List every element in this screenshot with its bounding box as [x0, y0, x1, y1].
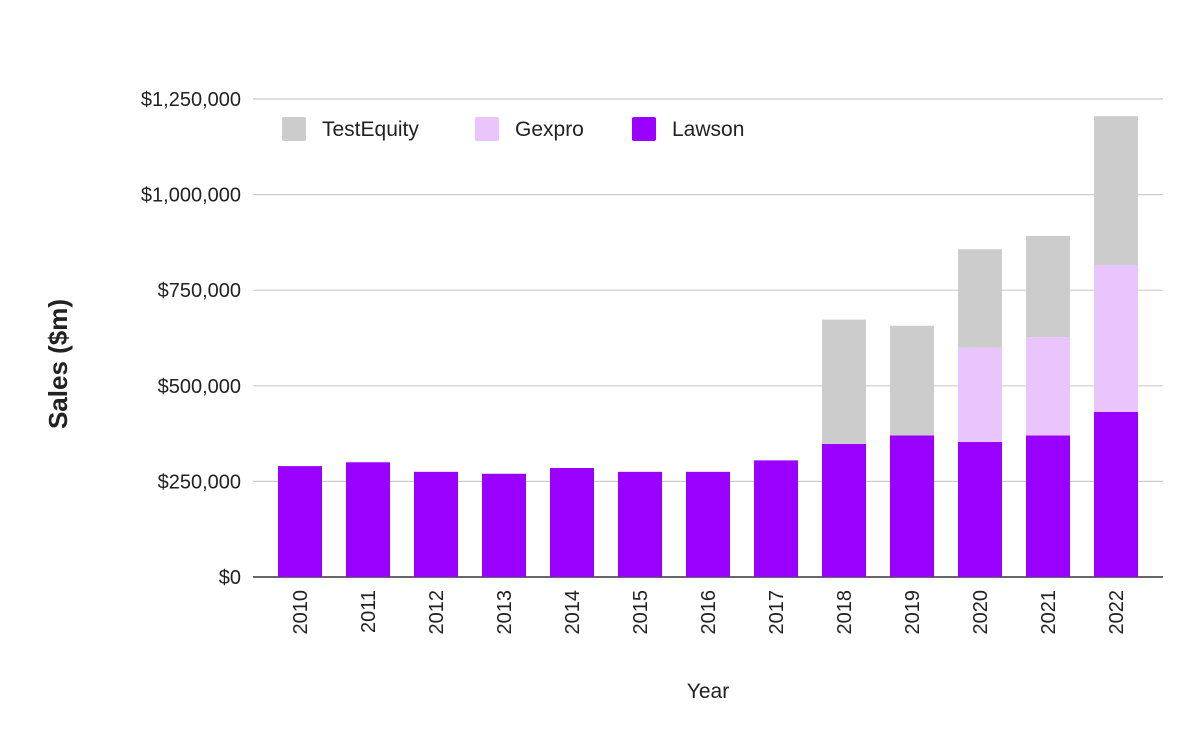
bar-testequity-2018	[822, 319, 866, 444]
bars	[278, 116, 1138, 577]
bar-lawson-2015	[618, 471, 662, 577]
y-tick-label: $750,000	[158, 280, 241, 302]
x-tick-label: 2020	[970, 590, 992, 635]
legend-swatch	[282, 117, 306, 141]
y-tick-label: $250,000	[158, 471, 241, 493]
x-tick-label: 2014	[562, 590, 584, 635]
y-tick-label: $0	[219, 567, 241, 589]
x-tick-labels: 2010 2011 2012 2013 2014 2015 2016 2017 2018 2019…	[290, 590, 1128, 635]
legend-label: TestEquity	[322, 118, 419, 141]
x-axis-title: Year	[687, 680, 729, 703]
bar-lawson-2013	[482, 473, 526, 577]
bar-testequity-2020	[958, 249, 1002, 348]
bar-gexpro-2022	[1094, 265, 1138, 412]
bar-testequity-2021	[1026, 235, 1070, 338]
bar-lawson-2021	[1026, 435, 1070, 577]
legend-item-gexpro: Gexpro	[475, 117, 584, 141]
bar-lawson-2016	[686, 471, 730, 577]
legend-swatch	[632, 117, 656, 141]
legend-swatch	[475, 117, 499, 141]
x-tick-label: 2015	[630, 590, 652, 635]
bar-lawson-2022	[1094, 411, 1138, 577]
x-tick-label: 2019	[902, 590, 924, 635]
y-tick-labels: $0 $250,000 $500,000 $750,000 $1,000,000 $1,2…	[141, 89, 241, 589]
legend-label: Lawson	[672, 118, 744, 141]
y-tick-label: $500,000	[158, 376, 241, 398]
bar-testequity-2019	[890, 325, 934, 436]
bar-lawson-2011	[346, 462, 390, 577]
x-tick-label: 2021	[1038, 590, 1060, 635]
y-tick-label: $1,250,000	[141, 89, 241, 111]
bar-lawson-2014	[550, 468, 594, 577]
bar-lawson-2017	[754, 460, 798, 577]
x-tick-label: 2011	[358, 590, 380, 633]
x-tick-label: 2010	[290, 590, 312, 635]
bar-gexpro-2020	[958, 347, 1002, 443]
bar-lawson-2020	[958, 442, 1002, 577]
bar-testequity-2022	[1094, 116, 1138, 266]
x-tick-label: 2022	[1106, 590, 1128, 635]
x-tick-label: 2017	[766, 590, 788, 635]
x-tick-label: 2016	[698, 590, 720, 635]
bar-lawson-2012	[414, 471, 458, 577]
x-tick-label: 2018	[834, 590, 856, 635]
y-tick-label: $1,000,000	[141, 185, 241, 207]
x-tick-label: 2013	[494, 590, 516, 635]
bar-lawson-2019	[890, 435, 934, 577]
y-axis-title: Sales ($m)	[43, 299, 73, 429]
bar-lawson-2018	[822, 443, 866, 577]
legend: TestEquity Gexpro Lawson	[282, 117, 744, 141]
legend-item-lawson: Lawson	[632, 117, 744, 141]
legend-item-testequity: TestEquity	[282, 117, 419, 141]
bar-gexpro-2021	[1026, 337, 1070, 436]
legend-label: Gexpro	[515, 118, 584, 141]
x-tick-label: 2012	[426, 590, 448, 635]
bar-lawson-2010	[278, 466, 322, 577]
